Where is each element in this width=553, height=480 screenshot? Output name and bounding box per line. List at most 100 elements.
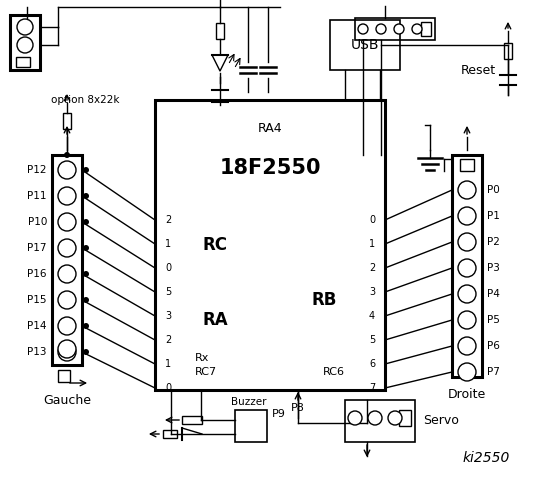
Bar [345,400,415,442]
Text: RC6: RC6 [323,367,345,377]
Text: P8: P8 [291,403,305,413]
Text: 0: 0 [165,263,171,273]
Text: Buzzer: Buzzer [231,397,267,407]
Text: 5: 5 [165,287,171,297]
Text: P11: P11 [28,191,47,201]
Text: ki2550: ki2550 [463,451,510,465]
Circle shape [358,24,368,34]
Bar [452,155,482,377]
Text: 3: 3 [165,311,171,321]
Text: RC7: RC7 [195,367,217,377]
Text: P0: P0 [487,185,500,195]
Text: P6: P6 [487,341,500,351]
Circle shape [17,37,33,53]
Circle shape [58,265,76,283]
Circle shape [458,181,476,199]
Text: P13: P13 [28,347,47,357]
Circle shape [83,271,89,277]
Text: 5: 5 [369,335,375,345]
Text: 4: 4 [369,311,375,321]
Bar [330,20,400,70]
Circle shape [458,311,476,329]
Text: Gauche: Gauche [43,394,91,407]
Circle shape [83,193,89,199]
Text: P4: P4 [487,289,500,299]
Circle shape [83,323,89,329]
Text: 3: 3 [369,287,375,297]
Text: P16: P16 [28,269,47,279]
Bar [399,410,411,426]
Circle shape [17,19,33,35]
Text: RB: RB [312,291,337,309]
Text: option 8x22k: option 8x22k [51,95,119,105]
Text: P9: P9 [272,409,286,419]
Circle shape [83,349,89,355]
Text: P14: P14 [28,321,47,331]
Text: Servo: Servo [423,415,459,428]
Circle shape [458,233,476,251]
Circle shape [58,340,76,358]
Circle shape [64,152,70,158]
Circle shape [458,259,476,277]
Bar [216,23,224,39]
Text: 2: 2 [369,263,375,273]
Text: P5: P5 [487,315,500,325]
Text: USB: USB [351,38,379,52]
Text: P2: P2 [487,237,500,247]
Text: Reset: Reset [461,63,496,76]
Circle shape [83,219,89,225]
Text: 2: 2 [165,335,171,345]
Bar [355,18,435,40]
Text: RA: RA [203,311,228,329]
Circle shape [58,213,76,231]
Circle shape [412,24,422,34]
Bar [460,159,474,171]
Circle shape [58,239,76,257]
Bar [421,22,431,36]
Text: 1: 1 [165,239,171,249]
Text: P17: P17 [28,243,47,253]
Bar [155,100,385,390]
Text: P7: P7 [487,367,500,377]
Text: 7: 7 [369,383,375,393]
Circle shape [58,161,76,179]
Bar [58,370,70,382]
Circle shape [458,207,476,225]
Bar [235,410,267,442]
Circle shape [58,343,76,361]
Circle shape [458,337,476,355]
Circle shape [368,411,382,425]
Text: 0: 0 [369,215,375,225]
Circle shape [83,167,89,173]
Circle shape [58,291,76,309]
Text: P3: P3 [487,263,500,273]
Text: 0: 0 [165,383,171,393]
Text: P15: P15 [28,295,47,305]
Text: Rx: Rx [195,353,210,363]
Circle shape [458,363,476,381]
Circle shape [388,411,402,425]
Text: 1: 1 [165,359,171,369]
Circle shape [58,317,76,335]
Text: 18F2550: 18F2550 [219,158,321,178]
Text: RC: RC [203,236,228,254]
Text: P10: P10 [28,217,47,227]
Text: P1: P1 [487,211,500,221]
Bar [63,113,71,129]
Bar [182,416,202,424]
Text: 1: 1 [369,239,375,249]
Bar [16,57,30,67]
Circle shape [83,245,89,251]
Circle shape [394,24,404,34]
Bar [163,430,177,438]
Bar [504,43,512,59]
Bar [52,155,82,365]
Circle shape [58,187,76,205]
Text: P12: P12 [28,165,47,175]
Text: 2: 2 [165,215,171,225]
Text: 6: 6 [369,359,375,369]
Circle shape [458,285,476,303]
Circle shape [83,297,89,303]
Circle shape [348,411,362,425]
Text: Droite: Droite [448,388,486,401]
